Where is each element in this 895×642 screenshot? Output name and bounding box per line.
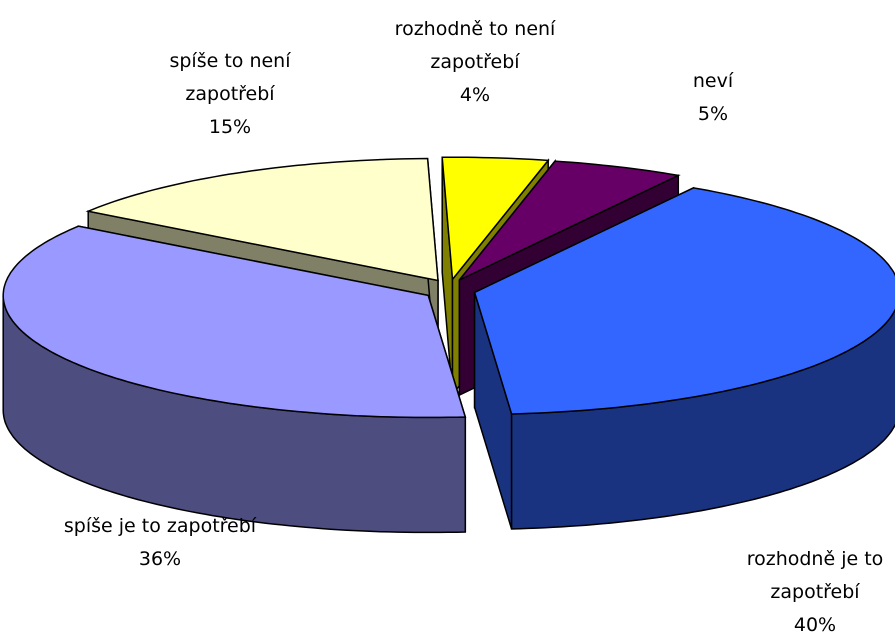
data-label: spíše je to zapotřebí 36% (60, 510, 260, 576)
data-label: rozhodně je to zapotřebí 40% (710, 543, 895, 642)
data-label: rozhodně to není zapotřebí 4% (360, 13, 590, 112)
category-label: rozhodně to není zapotřebí (394, 18, 556, 73)
value-label: 36% (138, 548, 182, 570)
category-label: rozhodně je to zapotřebí (746, 548, 884, 603)
pie-slice (473, 187, 895, 415)
category-label: neví (692, 70, 734, 92)
pie-slice (2, 225, 467, 419)
value-label: 5% (697, 103, 729, 125)
page: (() => { const data = JSON.parse(documen… (2, 13, 895, 636)
value-label: 40% (793, 614, 837, 636)
category-label: spíše to není zapotřebí (169, 50, 291, 105)
pie-slice (458, 160, 681, 281)
pie-slice (85, 157, 439, 282)
value-label: 15% (208, 116, 252, 138)
data-label: spíše to není zapotřebí 15% (140, 45, 320, 144)
chart (2, 156, 895, 534)
pie-slice (441, 156, 550, 282)
data-label: neví 5% (663, 65, 763, 131)
value-label: 4% (459, 84, 491, 106)
category-label: spíše je to zapotřebí (63, 515, 257, 537)
